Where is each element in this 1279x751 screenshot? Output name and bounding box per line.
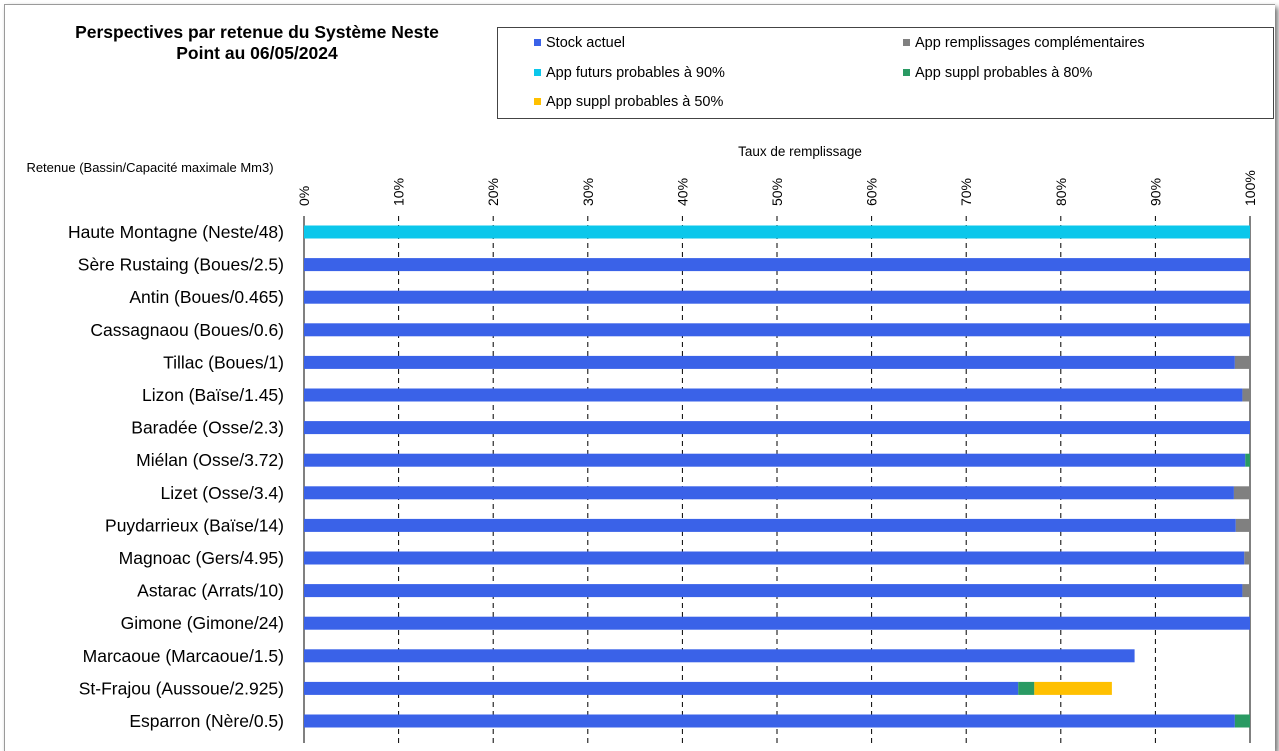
bar-15-series-3	[1234, 714, 1250, 728]
legend: Stock actuel App remplissages complément…	[497, 27, 1274, 119]
legend-item-stock: Stock actuel	[534, 35, 625, 51]
x-tick-label-1: 10%	[391, 178, 407, 206]
x-tick-label-5: 50%	[769, 178, 785, 206]
title-line-1: Perspectives par retenue du Système Nest…	[75, 22, 439, 42]
category-label-0: Haute Montagne (Neste/48)	[68, 222, 284, 242]
bar-12-series-0	[304, 616, 1250, 630]
bar-10-series-1	[1244, 551, 1250, 565]
legend-item-remplissages: App remplissages complémentaires	[903, 35, 1145, 51]
legend-label-suppl-80: App suppl probables à 80%	[915, 65, 1093, 81]
bar-10-series-0	[304, 551, 1245, 565]
legend-item-futurs-90: App futurs probables à 90%	[534, 65, 725, 81]
category-label-14: St-Frajou (Aussoue/2.925)	[79, 678, 284, 698]
bar-9-series-0	[304, 518, 1236, 532]
category-label-1: Sère Rustaing (Boues/2.5)	[78, 255, 284, 275]
bar-9-series-1	[1235, 518, 1250, 532]
category-label-8: Lizet (Osse/3.4)	[160, 483, 284, 503]
category-label-3: Cassagnaou (Boues/0.6)	[90, 320, 284, 340]
bar-8-series-0	[304, 486, 1234, 500]
category-label-7: Miélan (Osse/3.72)	[136, 450, 284, 470]
category-label-5: Lizon (Baïse/1.45)	[142, 385, 284, 405]
x-tick-label-2: 20%	[485, 178, 501, 206]
x-tick-label-0: 0%	[296, 186, 312, 206]
bar-13-series-0	[304, 649, 1135, 663]
bar-3-series-0	[304, 323, 1250, 337]
category-label-11: Astarac (Arrats/10)	[137, 581, 284, 601]
legend-swatch-stock	[534, 39, 541, 46]
bar-1-series-0	[304, 258, 1250, 272]
bar-7-series-3	[1245, 453, 1250, 467]
category-label-10: Magnoac (Gers/4.95)	[119, 548, 284, 568]
legend-item-suppl-50: App suppl probables à 50%	[534, 94, 723, 110]
x-tick-label-9: 90%	[1147, 178, 1163, 206]
category-label-9: Puydarrieux (Baïse/14)	[105, 515, 284, 535]
bar-11-series-0	[304, 584, 1243, 598]
legend-item-suppl-80: App suppl probables à 80%	[903, 65, 1092, 81]
legend-label-suppl-50: App suppl probables à 50%	[546, 94, 724, 110]
bar-4-series-1	[1234, 355, 1250, 369]
bar-14-series-4	[1034, 681, 1112, 695]
bar-0-series-2	[304, 225, 1250, 239]
legend-swatch-suppl-80	[903, 69, 910, 76]
legend-label-futurs-90: App futurs probables à 90%	[546, 65, 725, 81]
bar-2-series-0	[304, 290, 1250, 304]
legend-swatch-remplissages	[903, 39, 910, 46]
x-tick-label-4: 40%	[674, 178, 690, 206]
bar-7-series-0	[304, 453, 1246, 467]
x-tick-label-3: 30%	[580, 178, 596, 206]
category-label-2: Antin (Boues/0.465)	[129, 287, 284, 307]
bar-14-series-3	[1018, 681, 1035, 695]
bar-11-series-1	[1242, 584, 1250, 598]
x-axis-title: Taux de remplissage	[738, 144, 862, 159]
x-tick-label-8: 80%	[1053, 178, 1069, 206]
bar-4-series-0	[304, 355, 1235, 369]
x-tick-label-10: 100%	[1242, 170, 1258, 206]
legend-label-remplissages: App remplissages complémentaires	[915, 35, 1145, 51]
legend-swatch-suppl-50	[534, 98, 541, 105]
bar-15-series-0	[304, 714, 1235, 728]
category-label-6: Baradée (Osse/2.3)	[131, 418, 284, 438]
x-tick-label-6: 60%	[864, 178, 880, 206]
category-label-13: Marcaoue (Marcaoue/1.5)	[83, 646, 284, 666]
bar-5-series-0	[304, 388, 1243, 402]
legend-swatch-futurs-90	[534, 69, 541, 76]
category-label-4: Tillac (Boues/1)	[163, 352, 284, 372]
bar-6-series-0	[304, 421, 1250, 435]
x-tick-label-7: 70%	[958, 178, 974, 206]
bar-8-series-1	[1233, 486, 1250, 500]
chart-title: Perspectives par retenue du Système Nest…	[12, 22, 502, 64]
category-label-15: Esparron (Nère/0.5)	[129, 711, 284, 731]
bar-5-series-1	[1242, 388, 1250, 402]
bar-14-series-0	[304, 681, 1019, 695]
legend-label-stock: Stock actuel	[546, 35, 625, 51]
category-column-header: Retenue (Bassin/Capacité maximale Mm3)	[26, 160, 274, 175]
category-label-12: Gimone (Gimone/24)	[121, 613, 284, 633]
title-line-2: Point au 06/05/2024	[176, 43, 338, 63]
